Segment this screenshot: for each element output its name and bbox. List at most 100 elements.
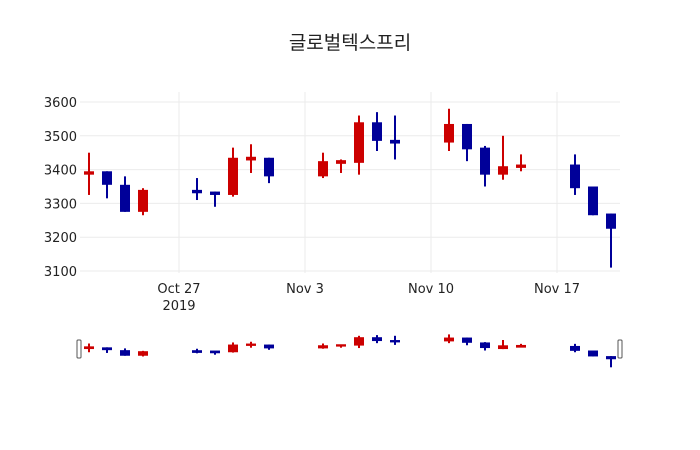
candle-body [570,164,580,189]
candle[interactable] [318,152,328,179]
candle[interactable] [570,154,580,195]
candle[interactable] [246,144,256,173]
candle-body [192,189,202,194]
candle-body [588,350,598,357]
candle[interactable] [102,171,112,199]
candle[interactable] [516,154,526,172]
y-tick-label: 3500 [44,130,77,145]
candle-body [462,123,472,150]
candle-body [336,344,346,347]
candle[interactable] [588,186,598,216]
range-slider-candle[interactable] [570,343,580,353]
candle[interactable] [264,157,274,184]
candle-body [228,157,238,195]
range-slider[interactable] [76,334,623,368]
candle-body [606,213,616,229]
candle-body [192,350,202,353]
candle-body [462,337,472,343]
range-slider-handle-left[interactable] [76,339,82,359]
chart-title: 글로벌텍스프리 [288,32,412,54]
candle-body [318,161,328,177]
range-slider-candle[interactable] [606,356,616,368]
y-tick-label: 3300 [44,197,77,212]
x-tick-label: Oct 27 [157,282,200,297]
candle-body [120,184,130,212]
range-slider-candle[interactable] [192,348,202,354]
candle[interactable] [480,145,490,187]
candle-body [498,166,508,175]
candle[interactable] [390,115,400,160]
range-slider-candle[interactable] [336,344,346,348]
candle-body [588,186,598,216]
range-slider-candle[interactable] [588,350,598,357]
range-slider-candle[interactable] [462,337,472,346]
candle-body [210,350,220,354]
range-slider-candle[interactable] [210,350,220,355]
candle-body [480,342,490,349]
x-tick-year-label: 2019 [162,299,195,314]
range-slider-candle[interactable] [354,335,364,349]
range-slider-candle[interactable] [516,343,526,348]
candle-body [372,337,382,342]
candle-body [390,139,400,144]
candle[interactable] [462,123,472,162]
candle-body [228,344,238,353]
candle-body [138,351,148,356]
range-slider-candle[interactable] [444,334,454,344]
candle-body [354,337,364,346]
range-slider-candle[interactable] [498,340,508,350]
candle[interactable] [210,191,220,207]
candle-body [246,156,256,161]
candle-body [210,191,220,195]
range-slider-candle[interactable] [318,343,328,349]
range-slider-candle[interactable] [120,348,130,356]
range-slider-candle[interactable] [102,347,112,353]
candle[interactable] [336,159,346,173]
candle-body [444,123,454,143]
candle[interactable] [372,112,382,152]
range-slider-candle[interactable] [228,342,238,353]
candle[interactable] [354,115,364,175]
candle[interactable] [138,188,148,216]
range-slider-candle[interactable] [138,350,148,357]
y-tick-label: 3200 [44,231,77,246]
candle-body [138,189,148,212]
candle-body [444,337,454,342]
y-tick-label: 3400 [44,164,77,179]
candle[interactable] [192,178,202,201]
candle[interactable] [444,108,454,152]
range-slider-candle[interactable] [372,335,382,344]
candle-body [84,346,94,350]
candle-body [570,345,580,351]
x-tick-label: Nov 3 [286,282,324,297]
x-tick-label: Nov 17 [534,282,580,297]
range-slider-candle[interactable] [480,342,490,351]
range-slider-handle-right[interactable] [617,339,623,359]
range-slider-candle[interactable] [246,341,256,348]
candle[interactable] [228,147,238,197]
candle-body [480,147,490,175]
candle[interactable] [84,152,94,195]
candle-body [336,160,346,164]
candle-body [516,164,526,168]
range-slider-candle[interactable] [84,343,94,353]
range-slider-candle[interactable] [390,335,400,345]
candle-body [606,356,616,360]
candle-body [84,171,94,175]
candle[interactable] [498,135,508,180]
candle-body [372,122,382,141]
candle-body [516,344,526,348]
candle[interactable] [606,213,616,268]
candle-body [354,122,364,163]
candle-body [318,345,328,349]
y-tick-label: 3100 [44,265,77,280]
candle-body [264,157,274,177]
range-slider-candle[interactable] [264,344,274,350]
candle-body [498,345,508,350]
candle-body [102,347,112,351]
candles-main [84,108,616,268]
y-tick-label: 3600 [44,96,77,111]
candle[interactable] [120,176,130,212]
